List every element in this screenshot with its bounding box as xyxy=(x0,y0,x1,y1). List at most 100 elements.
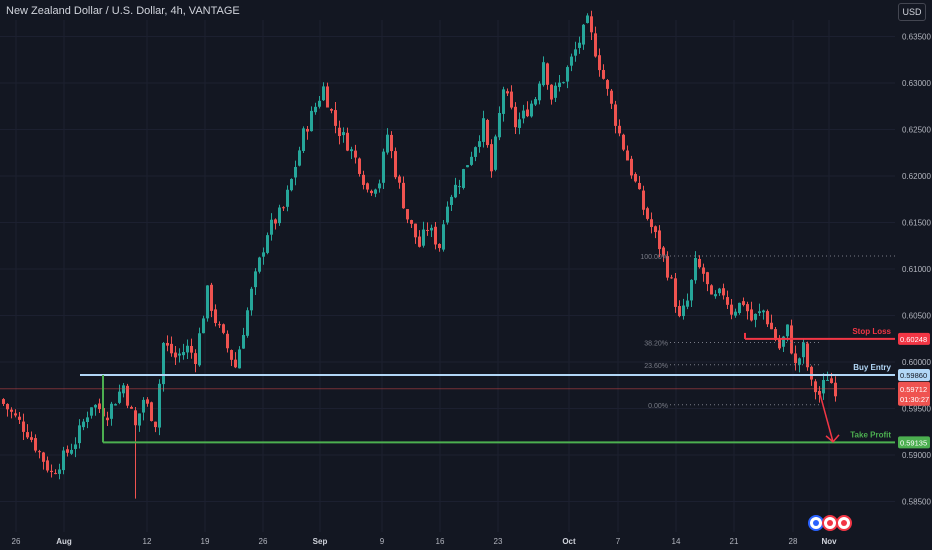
candle-body xyxy=(726,297,729,305)
y-axis-tick-label: 0.60000 xyxy=(902,358,931,367)
candle-body xyxy=(430,227,433,231)
x-axis-tick-label: 19 xyxy=(201,537,210,546)
candle-body xyxy=(150,402,153,421)
candle-body xyxy=(522,110,525,119)
candle-body xyxy=(122,385,125,394)
candle-body xyxy=(470,156,473,165)
candle-body xyxy=(58,469,61,474)
candle-body xyxy=(202,318,205,334)
candle-body xyxy=(286,189,289,207)
candle-body xyxy=(786,324,789,337)
candle-body xyxy=(510,91,513,108)
candle-body xyxy=(54,473,57,475)
candle-body xyxy=(170,343,173,354)
candle-body xyxy=(638,182,641,190)
candle-body xyxy=(662,247,665,256)
candle-body xyxy=(226,333,229,349)
y-axis-tick-label: 0.59500 xyxy=(902,404,931,413)
currency-button[interactable]: USD xyxy=(898,3,926,21)
candle-body xyxy=(26,432,29,438)
candle-body xyxy=(86,417,89,423)
x-axis-tick-label: Aug xyxy=(56,537,72,546)
candle-body xyxy=(30,437,33,440)
candle-body xyxy=(378,183,381,189)
candle-body xyxy=(502,89,505,114)
bar-countdown-text: 01:30:27 xyxy=(900,395,929,404)
y-axis-tick-label: 0.61500 xyxy=(902,219,931,228)
candle-body xyxy=(830,378,833,384)
y-axis-tick-label: 0.63000 xyxy=(902,79,931,88)
candle-body xyxy=(498,112,501,138)
candle-body xyxy=(130,407,133,409)
candle-body xyxy=(166,342,169,346)
candle-body xyxy=(458,186,461,188)
candle-body xyxy=(270,219,273,235)
candle-body xyxy=(762,310,765,313)
candle-body xyxy=(162,342,165,385)
candle-body xyxy=(198,333,201,366)
candle-body xyxy=(342,132,345,136)
candle-body xyxy=(210,284,213,311)
candle-body xyxy=(782,336,785,347)
candle-body xyxy=(646,208,649,219)
candle-body xyxy=(602,69,605,79)
candle-body xyxy=(230,350,233,360)
candle-body xyxy=(94,404,97,408)
candle-body xyxy=(318,100,321,107)
y-axis-tick-label: 0.62000 xyxy=(902,172,931,181)
candle-body xyxy=(722,288,725,296)
candle-body xyxy=(2,399,5,404)
candle-body xyxy=(154,421,157,428)
candle-body xyxy=(350,149,353,152)
candle-body xyxy=(302,128,305,151)
candle-body xyxy=(414,223,417,238)
candle-body xyxy=(710,285,713,295)
candle-body xyxy=(46,460,49,471)
candle-body xyxy=(274,219,277,224)
candle-body xyxy=(770,322,773,330)
candle-body xyxy=(366,183,369,190)
candle-body xyxy=(518,119,521,128)
x-axis-tick-label: 9 xyxy=(380,537,385,546)
level-price-tag xyxy=(898,332,930,345)
candle-body xyxy=(106,417,109,421)
x-axis-tick-label: 28 xyxy=(789,537,798,546)
candle-body xyxy=(354,150,357,158)
candle-body xyxy=(294,166,297,178)
candle-body xyxy=(10,409,13,412)
candle-body xyxy=(386,134,389,153)
candle-body xyxy=(406,209,409,220)
candle-body xyxy=(750,309,753,321)
candle-body xyxy=(118,391,121,403)
candle-body xyxy=(798,358,801,365)
candle-body xyxy=(190,345,193,353)
candle-body xyxy=(690,279,693,301)
candle-body xyxy=(578,42,581,48)
candle-body xyxy=(834,382,837,397)
candle-body xyxy=(486,119,489,146)
candle-body xyxy=(582,24,585,45)
candle-body xyxy=(134,410,137,426)
candle-body xyxy=(62,450,65,471)
candle-body xyxy=(314,106,317,113)
candle-body xyxy=(658,230,661,250)
candle-body xyxy=(234,359,237,368)
candle-body xyxy=(370,190,373,194)
candle-body xyxy=(306,128,309,132)
candle-body xyxy=(686,300,689,307)
candle-body xyxy=(18,416,21,420)
candle-body xyxy=(694,258,697,281)
candle-body xyxy=(482,118,485,142)
candle-body xyxy=(382,151,385,183)
forecast-arrowhead xyxy=(825,434,840,443)
x-axis-tick-label: 23 xyxy=(494,537,503,546)
candle-body xyxy=(142,399,145,413)
x-axis-tick-label: 16 xyxy=(436,537,445,546)
level-price-tag-text: 0.59860 xyxy=(900,371,927,380)
candle-body xyxy=(402,182,405,209)
candle-body xyxy=(490,144,493,172)
candle-body xyxy=(562,82,565,84)
candle-body xyxy=(630,158,633,176)
candle-body xyxy=(194,353,197,365)
